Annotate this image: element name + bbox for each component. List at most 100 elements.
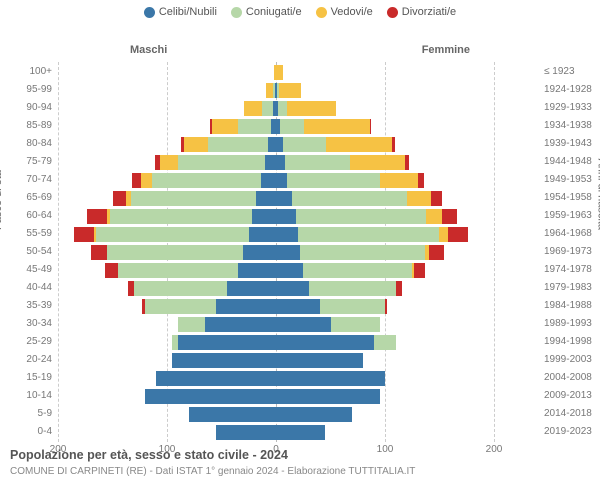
bar-segment xyxy=(145,299,216,314)
male-bar xyxy=(58,209,276,224)
bar-segment xyxy=(276,389,380,404)
bar-segment xyxy=(156,371,276,386)
bar-segment xyxy=(287,101,336,116)
bar-segment xyxy=(145,389,276,404)
age-group-label: 15-19 xyxy=(0,373,52,383)
grid-line xyxy=(494,62,495,442)
bar-segment xyxy=(276,281,309,296)
female-bar xyxy=(276,137,494,152)
bar-segment xyxy=(74,227,94,242)
bar-segment xyxy=(418,173,425,188)
bar-segment xyxy=(262,101,273,116)
age-group-label: 0-4 xyxy=(0,427,52,437)
male-bar xyxy=(58,353,276,368)
female-bar xyxy=(276,209,494,224)
bar-segment xyxy=(208,137,268,152)
bar-segment xyxy=(287,173,380,188)
female-bar xyxy=(276,389,494,404)
chart-subtitle: COMUNE DI CARPINETI (RE) - Dati ISTAT 1°… xyxy=(10,466,590,477)
bar-segment xyxy=(276,407,352,422)
bar-segment xyxy=(414,263,425,278)
female-bar xyxy=(276,263,494,278)
bar-segment xyxy=(141,173,152,188)
pyramid-row xyxy=(58,299,494,314)
bar-segment xyxy=(300,245,425,260)
bar-segment xyxy=(407,191,431,206)
age-group-label: 10-14 xyxy=(0,391,52,401)
bar-segment xyxy=(296,209,427,224)
male-bar xyxy=(58,281,276,296)
legend-swatch xyxy=(144,7,155,18)
legend-item: Divorziati/e xyxy=(387,6,456,18)
bar-segment xyxy=(256,191,276,206)
bar-segment xyxy=(276,173,287,188)
male-bar xyxy=(58,407,276,422)
pyramid-row xyxy=(58,83,494,98)
bar-segment xyxy=(292,191,406,206)
bar-segment xyxy=(131,191,256,206)
bar-segment xyxy=(448,227,468,242)
bar-segment xyxy=(303,263,412,278)
bar-segment xyxy=(113,191,126,206)
age-group-label: 70-74 xyxy=(0,175,52,185)
bar-segment xyxy=(152,173,261,188)
chart-title: Popolazione per età, sesso e stato civil… xyxy=(10,448,590,462)
age-group-label: 35-39 xyxy=(0,301,52,311)
bar-segment xyxy=(178,335,276,350)
male-bar xyxy=(58,191,276,206)
age-group-label: 20-24 xyxy=(0,355,52,365)
female-bar xyxy=(276,281,494,296)
male-bar xyxy=(58,119,276,134)
male-bar xyxy=(58,299,276,314)
bar-segment xyxy=(243,245,276,260)
bar-segment xyxy=(178,317,205,332)
female-bar xyxy=(276,173,494,188)
female-bar xyxy=(276,425,494,440)
female-bar xyxy=(276,335,494,350)
bar-segment xyxy=(110,209,252,224)
y-right-labels: ≤ 19231924-19281929-19331934-19381939-19… xyxy=(544,62,600,442)
bar-segment xyxy=(283,137,327,152)
pyramid-row xyxy=(58,245,494,260)
birth-year-label: 1969-1973 xyxy=(544,247,600,257)
bar-segment xyxy=(280,119,304,134)
female-bar xyxy=(276,317,494,332)
bar-segment xyxy=(276,209,296,224)
female-bar xyxy=(276,191,494,206)
legend-label: Celibi/Nubili xyxy=(159,6,217,18)
bar-segment xyxy=(370,119,371,134)
female-bar xyxy=(276,371,494,386)
birth-year-label: 1989-1993 xyxy=(544,319,600,329)
bar-segment xyxy=(276,425,325,440)
legend-item: Coniugati/e xyxy=(231,6,302,18)
age-group-label: 80-84 xyxy=(0,139,52,149)
pyramid-row xyxy=(58,425,494,440)
bar-segment xyxy=(276,65,283,80)
bar-segment xyxy=(178,155,265,170)
birth-year-label: 1959-1963 xyxy=(544,211,600,221)
pyramid-row xyxy=(58,155,494,170)
bar-segment xyxy=(276,227,298,242)
pyramid-row xyxy=(58,371,494,386)
female-bar xyxy=(276,119,494,134)
male-bar xyxy=(58,227,276,242)
bar-segment xyxy=(160,155,177,170)
bar-segment xyxy=(320,299,385,314)
pyramid-row xyxy=(58,119,494,134)
bar-segment xyxy=(278,101,287,116)
bar-segment xyxy=(309,281,396,296)
legend-item: Celibi/Nubili xyxy=(144,6,217,18)
birth-year-label: 1984-1988 xyxy=(544,301,600,311)
bar-segment xyxy=(426,209,441,224)
legend-swatch xyxy=(316,7,327,18)
birth-year-label: 2004-2008 xyxy=(544,373,600,383)
pyramid-row xyxy=(58,317,494,332)
pyramid-row xyxy=(58,281,494,296)
bar-segment xyxy=(132,173,141,188)
birth-year-label: 1999-2003 xyxy=(544,355,600,365)
legend-swatch xyxy=(231,7,242,18)
legend-label: Divorziati/e xyxy=(402,6,456,18)
birth-year-label: 1949-1953 xyxy=(544,175,600,185)
bar-segment xyxy=(331,317,380,332)
bar-segment xyxy=(431,191,442,206)
